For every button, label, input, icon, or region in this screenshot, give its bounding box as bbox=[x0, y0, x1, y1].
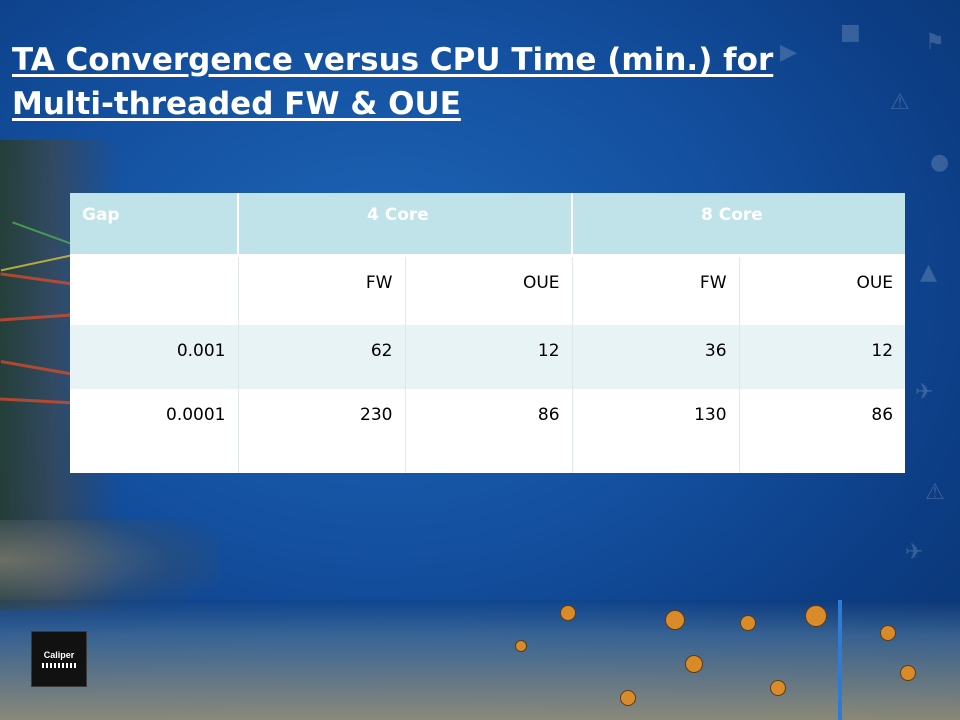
subheader-cell: OUE bbox=[739, 255, 906, 325]
airplane-icon: ✈ bbox=[905, 540, 924, 565]
airplane-icon: ✈ bbox=[915, 380, 934, 405]
header-4-core: 4 Core bbox=[238, 193, 574, 257]
traffic-sign-icon: ⚑ bbox=[925, 30, 945, 55]
table-cell: 130 bbox=[572, 389, 740, 473]
table-cell: 36 bbox=[572, 325, 740, 389]
map-marker bbox=[665, 610, 685, 630]
map-marker bbox=[560, 605, 576, 621]
header-8-core: 8 Core bbox=[572, 193, 906, 257]
logo-text: Caliper bbox=[43, 650, 75, 660]
traffic-sign-icon: ▶ bbox=[780, 40, 797, 65]
subheader-cell: FW bbox=[572, 255, 740, 325]
traffic-light-icon: ● bbox=[930, 150, 950, 175]
slide-title-text: TA Convergence versus CPU Time (min.) fo… bbox=[12, 42, 774, 122]
traffic-sign-icon: ■ bbox=[840, 20, 861, 45]
map-marker bbox=[685, 655, 703, 673]
highway-line bbox=[838, 600, 842, 720]
results-table: Gap 4 Core 8 Core FW OUE FW OUE 0.001 62… bbox=[70, 193, 906, 473]
map-marker bbox=[880, 625, 896, 641]
map-marker bbox=[770, 680, 786, 696]
table-cell: 12 bbox=[405, 325, 573, 389]
traffic-sign-icon: ⚠ bbox=[925, 480, 945, 505]
aerial-map-bottom bbox=[0, 600, 960, 720]
table-cell: 86 bbox=[739, 389, 906, 473]
table-cell: 0.001 bbox=[70, 325, 239, 389]
table-subheader-row: FW OUE FW OUE bbox=[70, 255, 906, 325]
map-marker bbox=[515, 640, 527, 652]
table-cell: 62 bbox=[238, 325, 406, 389]
table-row: 0.0001 230 86 130 86 bbox=[70, 389, 906, 473]
subheader-cell: OUE bbox=[405, 255, 573, 325]
table-cell: 0.0001 bbox=[70, 389, 239, 473]
table-cell: 86 bbox=[405, 389, 573, 473]
map-marker bbox=[740, 615, 756, 631]
traffic-sign-icon: ▲ bbox=[920, 260, 937, 285]
caliper-logo: Caliper bbox=[31, 631, 87, 687]
table-cell: 230 bbox=[238, 389, 406, 473]
slide-title: TA Convergence versus CPU Time (min.) fo… bbox=[12, 38, 852, 126]
map-marker bbox=[805, 605, 827, 627]
subheader-cell: FW bbox=[238, 255, 406, 325]
table-header-row: Gap 4 Core 8 Core bbox=[70, 193, 906, 257]
map-marker bbox=[620, 690, 636, 706]
map-marker bbox=[900, 665, 916, 681]
results-table-container: Gap 4 Core 8 Core FW OUE FW OUE 0.001 62… bbox=[70, 193, 906, 473]
table-cell: 12 bbox=[739, 325, 906, 389]
logo-bar bbox=[42, 663, 76, 668]
header-gap: Gap bbox=[70, 193, 239, 257]
traffic-sign-icon: ⚠ bbox=[890, 90, 910, 115]
table-row: 0.001 62 12 36 12 bbox=[70, 325, 906, 389]
subheader-cell bbox=[70, 255, 239, 325]
